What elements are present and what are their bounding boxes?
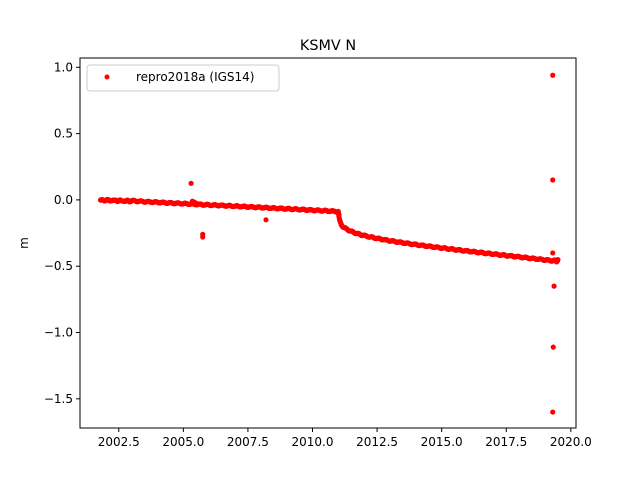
y-axis: 1.0 0.5 0.0 −0.5 −1.0 −1.5 — [44, 60, 80, 406]
legend-marker — [104, 74, 110, 80]
y-tick-label: 1.0 — [54, 60, 73, 74]
plot-area — [79, 57, 577, 429]
x-tick-label: 2005.0 — [162, 435, 204, 449]
y-tick-label: −1.5 — [44, 392, 73, 406]
y-tick-label: −0.5 — [44, 259, 73, 273]
x-tick-label: 2012.5 — [356, 435, 398, 449]
y-tick-label: 0.5 — [54, 127, 73, 141]
outlier-point — [263, 217, 269, 223]
outlier-point — [188, 180, 194, 186]
data-point — [555, 256, 561, 263]
outlier-point — [551, 283, 557, 289]
outlier-point — [550, 72, 556, 78]
x-tick-label: 2010.0 — [292, 435, 334, 449]
axes-frame — [79, 57, 577, 429]
outlier-point — [200, 234, 206, 240]
legend-label: repro2018a (IGS14) — [136, 70, 254, 84]
outlier-point — [550, 344, 556, 350]
x-axis: 2002.5 2005.0 2007.5 2010.0 2012.5 2015.0 2017… — [98, 428, 592, 449]
y-axis-label: m — [17, 237, 31, 249]
outlier-point — [550, 409, 556, 415]
data-points — [98, 72, 561, 415]
y-tick-label: 0.0 — [54, 193, 73, 207]
x-tick-label: 2020.0 — [550, 435, 592, 449]
outlier-point — [550, 177, 556, 183]
x-tick-label: 2015.0 — [421, 435, 463, 449]
x-tick-label: 2007.5 — [227, 435, 269, 449]
legend: repro2018a (IGS14) — [86, 64, 280, 92]
outlier-point — [336, 211, 342, 218]
chart-title: KSMV N — [300, 38, 356, 54]
legend-box — [86, 64, 280, 92]
outlier-point — [550, 250, 556, 256]
y-tick-label: −1.0 — [44, 326, 73, 340]
x-tick-label: 2017.5 — [485, 435, 527, 449]
x-tick-label: 2002.5 — [98, 435, 140, 449]
outlier-point — [193, 200, 199, 206]
